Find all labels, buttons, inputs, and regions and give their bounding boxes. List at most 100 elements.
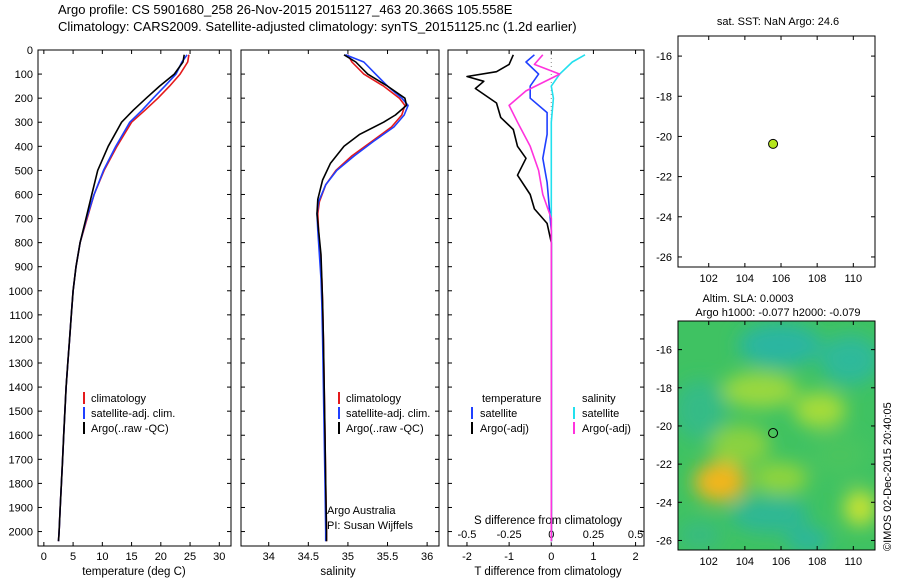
depth-tick-label: 1600 — [9, 430, 33, 442]
map-x-tick-label: 102 — [700, 556, 718, 568]
diff-legend-t-argo: Argo(-adj) — [480, 423, 529, 435]
temp-legend-clim: climatology — [91, 393, 147, 405]
series-line-difference-salinity-satellite — [550, 54, 586, 542]
series-line-difference-argo-adj- — [466, 54, 553, 542]
map-y-tick-label: -26 — [656, 252, 672, 264]
sla-blob — [812, 433, 868, 477]
depth-tick-label: 1700 — [9, 454, 33, 466]
sla-blob — [794, 392, 846, 428]
depth-tick-label: 1800 — [9, 478, 33, 490]
panel-frame-difference — [447, 49, 645, 547]
sla-map-title1: Altim. SLA: 0.0003 — [702, 293, 793, 305]
sla-blob — [786, 528, 830, 550]
map-y-tick-label: -18 — [656, 91, 672, 103]
depth-tick-label: 1000 — [9, 286, 33, 298]
depth-tick-label: 700 — [15, 214, 33, 226]
depth-tick-label: 1400 — [9, 382, 33, 394]
depth-tick-label: 500 — [15, 165, 33, 177]
depth-tick-label: 2000 — [9, 527, 33, 539]
x-tick-label: 15 — [125, 551, 137, 563]
sla-blob — [752, 462, 808, 494]
plot-layer: 0100200300400500600700800900100011001200… — [9, 35, 876, 568]
diff-legend-t-title: temperature — [482, 393, 541, 405]
map-y-tick-label: -26 — [656, 535, 672, 547]
x-tick-label: -1 — [504, 551, 514, 563]
series-line-difference-salinity-argo-adj- — [508, 54, 561, 542]
x-tick-label: 30 — [213, 551, 225, 563]
sla-blob — [844, 490, 875, 526]
diff-legend-s-sat: satellite — [582, 408, 619, 420]
map-x-tick-label: 108 — [808, 556, 826, 568]
depth-tick-label: 800 — [15, 238, 33, 250]
x-tick-label: 10 — [96, 551, 108, 563]
x-tick-label: 34 — [263, 551, 275, 563]
pi-note: PI: Susan Wijffels — [327, 520, 413, 532]
temp-legend: climatology satellite-adj. clim. Argo(..… — [83, 392, 175, 435]
series-line-difference-satellite — [525, 54, 553, 542]
depth-tick-label: 600 — [15, 189, 33, 201]
x-top-tick-label: -0.5 — [457, 529, 476, 541]
panel-frame-temperature — [37, 49, 232, 547]
map-y-tick-label: -16 — [656, 51, 672, 63]
map-y-tick-label: -16 — [656, 345, 672, 357]
sla-blob — [678, 521, 722, 549]
x-tick-label: 5 — [70, 551, 76, 563]
diff-legend-salinity: salinity satellite Argo(-adj) — [573, 393, 631, 435]
x-tick-label: 34.5 — [298, 551, 319, 563]
map-y-tick-label: -20 — [656, 131, 672, 143]
temp-legend-sat: satellite-adj. clim. — [91, 408, 175, 420]
depth-tick-label: 200 — [15, 93, 33, 105]
depth-tick-label: 1100 — [9, 310, 33, 322]
temp-xlabel: temperature (deg C) — [82, 566, 186, 578]
map-x-tick-label: 108 — [808, 273, 826, 285]
diff-legend-s-argo: Argo(-adj) — [582, 423, 631, 435]
map-y-tick-label: -20 — [656, 421, 672, 433]
map-y-tick-label: -24 — [656, 497, 672, 509]
x-tick-label: 20 — [155, 551, 167, 563]
series-line-salinity-argo-raw-qc- — [316, 54, 408, 542]
profile-title: Argo profile: CS 5901680_258 26-Nov-2015… — [58, 2, 513, 17]
map-y-tick-label: -18 — [656, 383, 672, 395]
map-x-tick-label: 104 — [736, 273, 754, 285]
series-line-salinity-satellite-adj-clim- — [316, 54, 409, 542]
diff-legend-temperature: temperature satellite Argo(-adj) — [471, 393, 541, 435]
sal-legend-sat: satellite-adj. clim. — [346, 408, 430, 420]
sla-blob — [820, 335, 875, 385]
x-tick-label: 0 — [548, 551, 554, 563]
sal-legend: climatology satellite-adj. clim. Argo(..… — [338, 392, 430, 435]
diff-xlabel: T difference from climatology — [474, 566, 621, 578]
depth-tick-label: 1500 — [9, 406, 33, 418]
x-tick-label: -2 — [462, 551, 472, 563]
diff-legend-s-title: salinity — [582, 393, 616, 405]
map-x-tick-label: 110 — [845, 273, 863, 285]
copyright-stamp: ©IMOS 02-Dec-2015 20:40:05 — [882, 402, 894, 551]
map-x-tick-label: 106 — [772, 556, 790, 568]
x-tick-label: 25 — [184, 551, 196, 563]
sal-xlabel: salinity — [320, 566, 355, 578]
sla-blob — [710, 425, 770, 465]
sla-blob — [730, 497, 810, 533]
diff-legend-t-sat: satellite — [480, 408, 517, 420]
map-x-tick-label: 104 — [736, 556, 754, 568]
series-line-temperature-satellite-adj-clim- — [57, 54, 188, 542]
map-x-tick-label: 110 — [845, 556, 863, 568]
diff-xlabel-top: S difference from climatology — [474, 515, 622, 527]
depth-tick-label: 1300 — [9, 358, 33, 370]
climatology-title: Climatology: CARS2009. Satellite-adjuste… — [58, 19, 577, 34]
x-top-tick-label: 0.25 — [583, 529, 604, 541]
x-tick-label: 35 — [342, 551, 354, 563]
depth-tick-label: 1900 — [9, 502, 33, 514]
depth-tick-label: 100 — [15, 69, 33, 81]
sla-blob — [738, 323, 822, 367]
x-tick-label: 1 — [590, 551, 596, 563]
sst-map-title: sat. SST: NaN Argo: 24.6 — [717, 16, 839, 28]
sla-blob — [694, 462, 746, 502]
map-frame-sla-map — [677, 320, 876, 551]
institution-note: Argo Australia — [327, 505, 396, 517]
series-line-temperature-argo-raw-qc- — [57, 54, 185, 542]
x-tick-label: 0 — [41, 551, 47, 563]
depth-tick-label: 1200 — [9, 334, 33, 346]
depth-tick-label: 400 — [15, 141, 33, 153]
x-tick-label: 2 — [633, 551, 639, 563]
